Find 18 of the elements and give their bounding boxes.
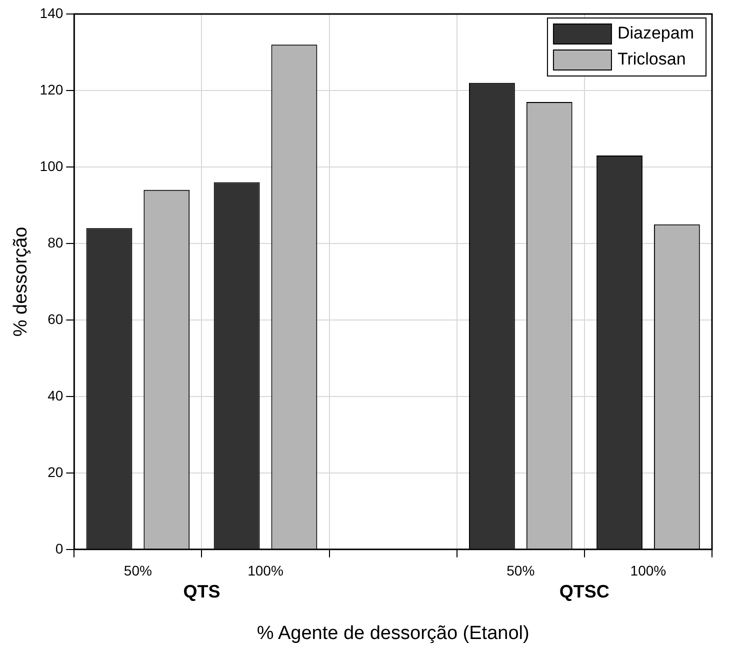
y-tick-label: 80	[48, 234, 64, 250]
y-tick-label: 20	[48, 464, 64, 480]
y-tick-label: 140	[40, 4, 64, 21]
x-tick-label: 50%	[506, 562, 535, 579]
text: QTSC	[559, 581, 610, 602]
legend-label: Diazepam	[617, 24, 694, 43]
y-tick-label: 40	[48, 387, 64, 404]
legend-label: Triclosan	[617, 50, 686, 69]
y-tick-label: 0	[55, 540, 64, 556]
x-tick-label: 100%	[630, 562, 666, 579]
x-axis-title: % Agente de dessorção (Etanol)	[256, 622, 530, 644]
x-tick-label: 50%	[124, 562, 152, 579]
y-tick-label: 120	[40, 81, 64, 98]
y-axis-title: % dessorção	[10, 226, 32, 337]
text: QTS	[183, 581, 220, 602]
x-tick-label: 100%	[248, 562, 284, 579]
y-tick-label: 60	[48, 310, 64, 327]
y-tick-label: 100	[40, 158, 64, 174]
